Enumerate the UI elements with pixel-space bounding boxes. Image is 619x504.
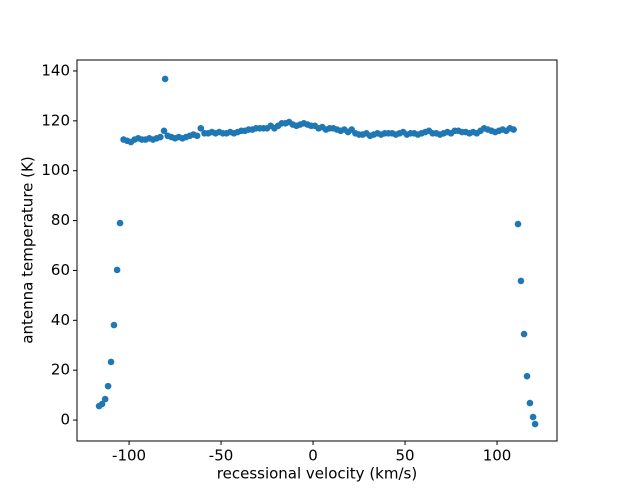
point bbox=[98, 400, 106, 408]
point bbox=[510, 126, 517, 133]
x-tick-label: -100 bbox=[112, 447, 146, 465]
point bbox=[531, 420, 539, 428]
y-tick-label: 80 bbox=[51, 211, 70, 229]
point bbox=[101, 395, 109, 403]
x-axis-label: recessional velocity (km/s) bbox=[217, 465, 417, 483]
y-tick-label: 20 bbox=[51, 361, 70, 379]
x-tick-label: 0 bbox=[308, 447, 318, 465]
point bbox=[197, 125, 205, 132]
y-tick-label: 140 bbox=[41, 61, 70, 79]
point bbox=[520, 330, 528, 338]
point bbox=[116, 219, 124, 227]
x-tick-label: -50 bbox=[209, 447, 234, 465]
x-tick-label: 50 bbox=[395, 447, 414, 465]
point bbox=[113, 266, 121, 274]
point bbox=[523, 372, 531, 380]
point bbox=[161, 75, 169, 83]
y-tick-label: 40 bbox=[51, 311, 70, 329]
point bbox=[514, 220, 522, 228]
point bbox=[526, 399, 534, 407]
point bbox=[110, 321, 118, 329]
point bbox=[529, 413, 537, 421]
y-tick-label: 120 bbox=[41, 111, 70, 129]
point bbox=[160, 127, 168, 135]
y-axis-label: antenna temperature (K) bbox=[19, 156, 37, 343]
point bbox=[104, 382, 112, 390]
point bbox=[107, 358, 115, 366]
y-tick-label: 100 bbox=[41, 161, 70, 179]
y-tick-label: 60 bbox=[51, 261, 70, 279]
point bbox=[157, 133, 164, 141]
point bbox=[193, 132, 201, 140]
point bbox=[517, 277, 525, 285]
y-tick-label: 0 bbox=[60, 411, 70, 429]
plot-frame bbox=[76, 59, 558, 442]
x-tick-label: 100 bbox=[483, 447, 512, 465]
